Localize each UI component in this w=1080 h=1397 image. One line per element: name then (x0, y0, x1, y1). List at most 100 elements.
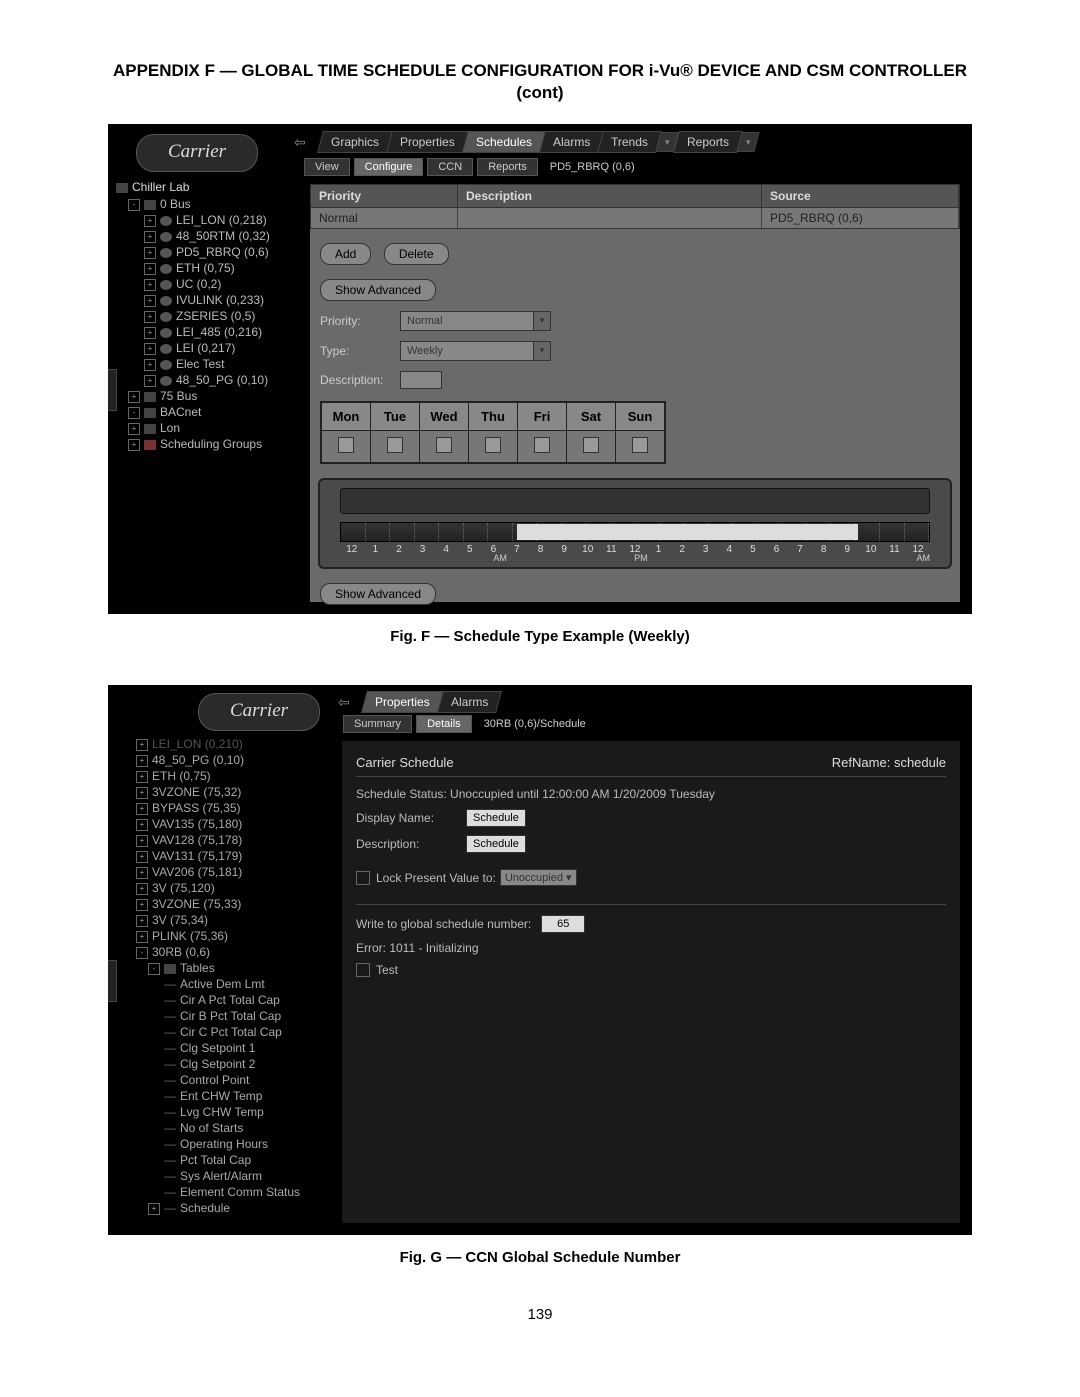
tree-leaf[interactable]: —Pct Total Cap (136, 1153, 336, 1167)
tree-node[interactable]: +VAV128 (75,178) (136, 833, 336, 847)
day-checkbox[interactable] (583, 437, 599, 453)
add-button[interactable]: Add (320, 243, 371, 265)
tree-node-tables[interactable]: -Tables (136, 961, 336, 975)
tab-alarms[interactable]: Alarms (437, 691, 502, 713)
subtab-summary[interactable]: Summary (343, 715, 412, 733)
appendix-heading: APPENDIX F — GLOBAL TIME SCHEDULE CONFIG… (108, 60, 972, 104)
write-schedule-input[interactable]: 65 (541, 915, 585, 933)
tree-node[interactable]: +VAV135 (75,180) (136, 817, 336, 831)
dropdown-icon[interactable]: ▾ (534, 341, 551, 361)
lock-label: Lock Present Value to: (376, 871, 496, 885)
back-arrow-icon[interactable]: ⇦ (338, 694, 358, 710)
tree-node[interactable]: +ETH (0,75) (116, 261, 302, 275)
tree-node[interactable]: +3VZONE (75,33) (136, 897, 336, 911)
day-checkbox[interactable] (485, 437, 501, 453)
tree-leaf[interactable]: —Ent CHW Temp (136, 1089, 336, 1103)
tree-node[interactable]: +LEI_LON (0,210) (136, 737, 336, 751)
tree-node[interactable]: +ETH (0,75) (136, 769, 336, 783)
tree-node[interactable]: +48_50RTM (0,32) (116, 229, 302, 243)
panel-notch (108, 960, 117, 1002)
day-checkbox[interactable] (338, 437, 354, 453)
subtab-view[interactable]: View (304, 158, 350, 176)
tree-node[interactable]: +75 Bus (116, 389, 302, 403)
dropdown-icon[interactable]: ▾ (534, 311, 551, 331)
tree-node[interactable]: +3V (75,34) (136, 913, 336, 927)
tree-node[interactable]: +48_50_PG (0,10) (116, 373, 302, 387)
tree-leaf[interactable]: —Clg Setpoint 2 (136, 1057, 336, 1071)
tree-leaf[interactable]: —Sys Alert/Alarm (136, 1169, 336, 1183)
show-advanced-button[interactable]: Show Advanced (320, 279, 436, 301)
subtab-configure[interactable]: Configure (354, 158, 424, 176)
tree-node[interactable]: +3V (75,120) (136, 881, 336, 895)
tree-node[interactable]: +ZSERIES (0,5) (116, 309, 302, 323)
refname: RefName: schedule (832, 755, 946, 770)
tree-leaf[interactable]: —Cir B Pct Total Cap (136, 1009, 336, 1023)
priority-select[interactable]: Normal (400, 311, 534, 331)
tree-leaf[interactable]: —Active Dem Lmt (136, 977, 336, 991)
panel-title: Carrier Schedule (356, 755, 454, 770)
tree-leaf[interactable]: —Clg Setpoint 1 (136, 1041, 336, 1055)
tab-properties[interactable]: Properties (361, 691, 444, 713)
tab-properties[interactable]: Properties (386, 131, 469, 153)
tree-node[interactable]: +48_50_PG (0,10) (136, 753, 336, 767)
description-input[interactable]: Schedule (466, 835, 526, 853)
tree-node[interactable]: -BACnet (116, 405, 302, 419)
day-checkbox[interactable] (632, 437, 648, 453)
tree-node[interactable]: +VAV206 (75,181) (136, 865, 336, 879)
tree-leaf[interactable]: —Operating Hours (136, 1137, 336, 1151)
subtab-details[interactable]: Details (416, 715, 472, 733)
lock-select[interactable]: Unoccupied ▾ (500, 869, 577, 886)
tree-leaf[interactable]: —Lvg CHW Temp (136, 1105, 336, 1119)
tree-node[interactable]: +IVULINK (0,233) (116, 293, 302, 307)
type-label: Type: (320, 344, 400, 358)
tab-schedules[interactable]: Schedules (462, 131, 546, 153)
lock-checkbox[interactable] (356, 871, 370, 885)
delete-button[interactable]: Delete (384, 243, 449, 265)
tree-leaf[interactable]: —Cir A Pct Total Cap (136, 993, 336, 1007)
timeline-editor[interactable]: 12123456789101112123456789101112 AM PM A… (318, 478, 952, 569)
type-select[interactable]: Weekly (400, 341, 534, 361)
tree-node[interactable]: +LEI_LON (0,218) (116, 213, 302, 227)
tree-root[interactable]: Chiller Lab (116, 180, 302, 194)
tree-node[interactable]: +LEI_485 (0,216) (116, 325, 302, 339)
tab-reports[interactable]: Reports (673, 131, 743, 153)
tree-node[interactable]: -30RB (0,6) (136, 945, 336, 959)
show-advanced-button[interactable]: Show Advanced (320, 583, 436, 605)
tree-node[interactable]: +UC (0,2) (116, 277, 302, 291)
day-checkbox[interactable] (387, 437, 403, 453)
tab-trends[interactable]: Trends (597, 131, 662, 153)
tree-leaf[interactable]: —No of Starts (136, 1121, 336, 1135)
schedule-grid-header: Priority Description Source (310, 184, 960, 208)
tree-node[interactable]: +Scheduling Groups (116, 437, 302, 451)
tree-node[interactable]: +3VZONE (75,32) (136, 785, 336, 799)
tab-graphics[interactable]: Graphics (317, 131, 393, 153)
tree-node[interactable]: +PD5_RBRQ (0,6) (116, 245, 302, 259)
day-checkbox[interactable] (534, 437, 550, 453)
timeline-occupied-range[interactable] (517, 524, 858, 540)
timeline-bar[interactable] (340, 522, 930, 542)
day-checkbox[interactable] (436, 437, 452, 453)
subtab-reports[interactable]: Reports (477, 158, 538, 176)
back-arrow-icon[interactable]: ⇦ (294, 134, 314, 150)
tree-leaf[interactable]: —Element Comm Status (136, 1185, 336, 1199)
tree-node[interactable]: +Lon (116, 421, 302, 435)
tree-node[interactable]: +Elec Test (116, 357, 302, 371)
description-input[interactable] (400, 371, 442, 389)
tab-alarms[interactable]: Alarms (539, 131, 604, 153)
tree-node[interactable]: +BYPASS (75,35) (136, 801, 336, 815)
tree-node[interactable]: +LEI (0,217) (116, 341, 302, 355)
tree-node[interactable]: +VAV131 (75,179) (136, 849, 336, 863)
tab-dropdown-icon[interactable]: ▾ (736, 132, 759, 152)
timeline-track[interactable] (340, 488, 930, 514)
tree-leaf[interactable]: —Control Point (136, 1073, 336, 1087)
subtab-ccn[interactable]: CCN (427, 158, 473, 176)
fig-f-screenshot: Carrier ⇦ Graphics Properties Schedules … (108, 124, 972, 614)
tree-node[interactable]: +PLINK (75,36) (136, 929, 336, 943)
display-name-input[interactable]: Schedule (466, 809, 526, 827)
col-description: Description (458, 185, 762, 207)
tree-leaf-schedule[interactable]: +—Schedule (136, 1201, 336, 1215)
schedule-grid-row[interactable]: Normal PD5_RBRQ (0,6) (310, 208, 960, 229)
tree-node[interactable]: -0 Bus (116, 197, 302, 211)
test-checkbox[interactable] (356, 963, 370, 977)
tree-leaf[interactable]: —Cir C Pct Total Cap (136, 1025, 336, 1039)
